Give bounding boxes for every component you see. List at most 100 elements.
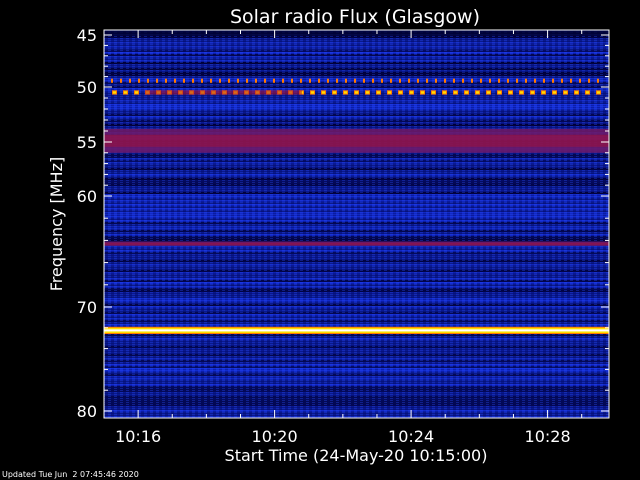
plot-area: [104, 30, 609, 418]
band-pulse-core: [344, 91, 347, 94]
y-tick-label: 80: [77, 402, 97, 421]
band-pulse: [534, 78, 536, 83]
band-pulse-core: [476, 91, 479, 94]
band-pulse-core: [366, 91, 369, 94]
y-tick-label: 60: [77, 187, 97, 206]
band-pulse-core: [443, 91, 446, 94]
band-pulse-core: [113, 91, 116, 94]
band-pulse: [498, 78, 500, 83]
band-pulse: [399, 78, 401, 83]
y-tick-label: 70: [77, 298, 97, 317]
band-pulse-core: [454, 91, 457, 94]
band-pulse: [588, 78, 590, 83]
chart-title: Solar radio Flux (Glasgow): [230, 6, 480, 28]
band-pulse: [570, 78, 572, 83]
band-medium: [104, 241, 609, 246]
x-tick-label: 10:28: [525, 427, 571, 446]
band-medium-core: [104, 134, 609, 147]
band-pulse-core: [333, 91, 336, 94]
band-pulse-core: [322, 91, 325, 94]
band-pulse: [246, 78, 248, 83]
band-high-core: [104, 329, 609, 332]
band-pulse: [561, 78, 563, 83]
band-pulse-core: [498, 91, 501, 94]
band-pulse: [300, 78, 302, 83]
band-pulse-core: [586, 91, 589, 94]
band-pulse: [336, 78, 338, 83]
band-pulse: [129, 78, 131, 83]
y-tick-label: 45: [77, 26, 97, 45]
band-pulse: [390, 78, 392, 83]
x-tick-label: 10:16: [115, 427, 161, 446]
update-timestamp: Updated Tue Jun 2 07:45:46 2020: [2, 470, 139, 479]
band-pulse-core: [509, 91, 512, 94]
y-axis-label: Frequency [MHz]: [47, 157, 66, 291]
plot-frame: [103, 29, 610, 419]
band-pulse-core: [421, 91, 424, 94]
band-pulse: [291, 78, 293, 83]
band-pulse: [507, 78, 509, 83]
band-pulse-core: [432, 91, 435, 94]
band-pulse: [408, 78, 410, 83]
band-pulse: [138, 78, 140, 83]
band-pulse: [579, 78, 581, 83]
band-pulse: [309, 78, 311, 83]
band-medium: [104, 128, 609, 153]
band-pulse-core: [487, 91, 490, 94]
band-pulse-core: [465, 91, 468, 94]
x-axis-label: Start Time (24-May-20 10:15:00): [225, 446, 488, 465]
band-pulse-core: [575, 91, 578, 94]
band-pulse: [264, 78, 266, 83]
band-pulse: [318, 78, 320, 83]
band-pulse: [345, 78, 347, 83]
x-tick-label: 10:24: [388, 427, 434, 446]
band-pulse-core: [542, 91, 545, 94]
band-pulse: [426, 78, 428, 83]
band-pulse: [489, 78, 491, 83]
band-pulse: [174, 78, 176, 83]
band-medium-core: [104, 242, 609, 245]
band-pulse: [525, 78, 527, 83]
band-pulse-core: [388, 91, 391, 94]
band-pulse: [327, 78, 329, 83]
band-pulse: [435, 78, 437, 83]
y-tick-label: 50: [77, 78, 97, 97]
band-pulse: [111, 78, 113, 83]
band-pulse: [444, 78, 446, 83]
band-pulse: [282, 78, 284, 83]
y-axis: 45 50 55 60 70 80: [77, 26, 609, 421]
band-pulse: [516, 78, 518, 83]
band-pulse: [471, 78, 473, 83]
band-pulse: [552, 78, 554, 83]
band-pulse-core: [355, 91, 358, 94]
x-tick-label: 10:20: [252, 427, 298, 446]
band-pulse-core: [553, 91, 556, 94]
band-burst: [144, 90, 302, 95]
band-pulse-core: [124, 91, 127, 94]
band-pulse-core: [135, 91, 138, 94]
band-pulse: [273, 78, 275, 83]
band-pulse-core: [377, 91, 380, 94]
band-pulse: [354, 78, 356, 83]
band-pulse: [381, 78, 383, 83]
band-pulse-core: [399, 91, 402, 94]
band-pulse: [363, 78, 365, 83]
band-pulse: [480, 78, 482, 83]
band-pulse: [147, 78, 149, 83]
band-pulse: [372, 78, 374, 83]
spectrogram-noise: [104, 30, 609, 418]
band-pulse: [228, 78, 230, 83]
band-pulse: [192, 78, 194, 83]
band-pulse: [417, 78, 419, 83]
band-pulse: [165, 78, 167, 83]
band-pulse: [597, 78, 599, 83]
band-pulse: [201, 78, 203, 83]
band-pulse: [183, 78, 185, 83]
band-pulse: [543, 78, 545, 83]
band-pulse-core: [597, 91, 600, 94]
spectrogram-edge: [104, 30, 609, 36]
band-pulse: [255, 78, 257, 83]
y-tick-label: 55: [77, 133, 97, 152]
band-pulse-core: [531, 91, 534, 94]
band-pulse-core: [520, 91, 523, 94]
